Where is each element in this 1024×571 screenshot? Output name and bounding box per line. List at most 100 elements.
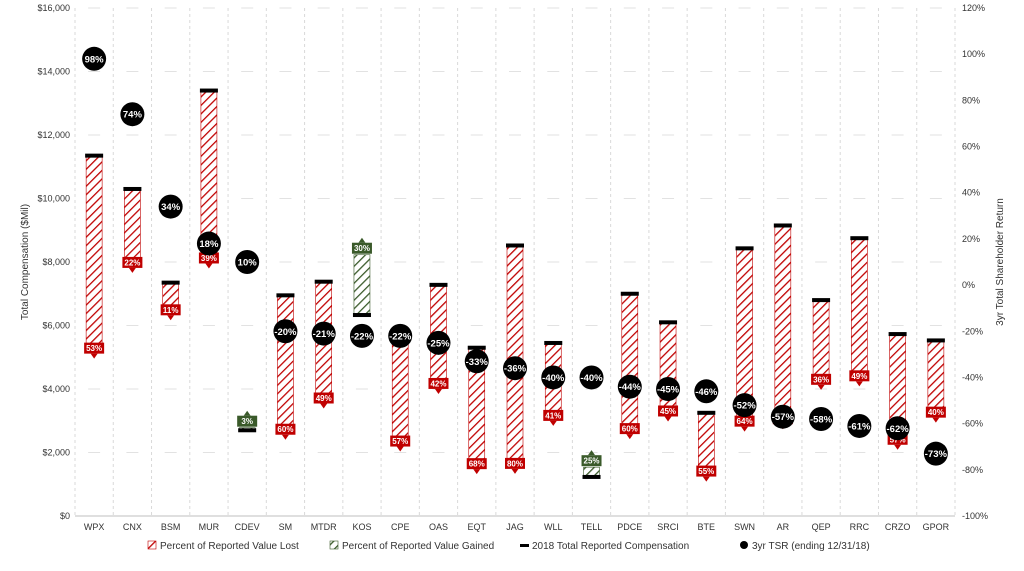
tsr-label: -36% <box>504 364 527 375</box>
x-tick-label: RRC <box>850 522 870 532</box>
down-arrow-icon <box>434 388 442 394</box>
legend: Percent of Reported Value Lost Percent of… <box>147 540 870 552</box>
gridlines <box>74 7 956 517</box>
value-lost-label-box <box>275 423 296 435</box>
down-arrow-icon <box>396 446 404 452</box>
value-lost-bar <box>506 245 524 463</box>
x-tick-label: WLL <box>544 522 563 532</box>
value-lost-label: 41% <box>545 411 561 420</box>
value-gained-bar <box>353 254 371 316</box>
tsr-label: -20% <box>274 327 297 338</box>
value-lost-label: 57% <box>392 437 408 446</box>
value-gained-label: 25% <box>584 457 600 466</box>
value-lost-bar <box>698 412 715 470</box>
x-tick-label: JAG <box>506 522 524 532</box>
tsr-marker <box>694 379 719 404</box>
tsr-marker <box>579 365 604 390</box>
value-lost-label: 53% <box>86 344 102 353</box>
y-axis-title: Total Compensation ($Mil) <box>20 204 31 320</box>
tsr-marker <box>311 321 336 346</box>
value-gained-label: 30% <box>354 244 370 253</box>
reported-comp-marker <box>544 340 563 345</box>
y-tick-label: $10,000 <box>37 194 70 204</box>
reported-comp-marker <box>238 428 257 433</box>
tsr-marker <box>235 250 260 274</box>
down-arrow-icon <box>167 315 175 321</box>
axes: $0 $2,000 $4,000 $6,000 $8,000 $10,000 $12,000… <box>20 3 1006 532</box>
x-tick-label: EQT <box>467 522 486 532</box>
reported-comp-marker <box>812 298 831 303</box>
value-lost-bar <box>124 188 141 262</box>
value-lost-label-box <box>925 406 946 418</box>
reported-comp-marker <box>582 474 601 479</box>
value-lost-label: 11% <box>163 306 179 315</box>
down-arrow-icon <box>90 353 98 359</box>
reported-comp-marker <box>276 293 295 298</box>
value-lost-bar <box>774 225 792 418</box>
y2-tick-label: 80% <box>962 95 980 105</box>
value-lost-label-box <box>160 304 181 316</box>
tsr-label: -61% <box>848 421 871 432</box>
legend-label-reported: 2018 Total Reported Compensation <box>532 541 689 552</box>
tsr-marker <box>158 194 183 219</box>
down-arrow-icon <box>320 403 328 409</box>
down-arrow-icon <box>626 434 634 440</box>
y-tick-label: $14,000 <box>37 67 70 77</box>
tsr-marker <box>426 330 451 355</box>
tsr-marker <box>349 323 374 348</box>
down-arrow-icon <box>281 434 289 440</box>
down-arrow-icon <box>664 416 672 422</box>
tsr-label: 10% <box>238 258 258 269</box>
value-lost-label-box <box>849 370 870 382</box>
y-tick-label: $8,000 <box>42 257 70 267</box>
down-arrow-icon <box>549 420 557 426</box>
down-arrow-icon <box>128 267 136 273</box>
value-lost-label: 68% <box>469 460 485 469</box>
x-tick-label: AR <box>777 522 790 532</box>
value-lost-label-box <box>543 409 564 421</box>
value-lost-label-box <box>122 256 143 268</box>
reported-comp-marker <box>773 223 792 228</box>
tsr-label: -73% <box>925 449 948 460</box>
reported-comp-marker <box>735 246 754 251</box>
y-tick-label: $12,000 <box>37 130 70 140</box>
x-tick-label: CNX <box>123 522 142 532</box>
y2-tick-label: 120% <box>962 3 985 13</box>
reported-comp-marker <box>659 320 678 325</box>
x-tick-label: OAS <box>429 522 448 532</box>
x-tick-label: MTDR <box>311 522 337 532</box>
value-lost-label: 80% <box>507 459 523 468</box>
x-tick-label: SRCI <box>657 522 679 532</box>
tsr-marker <box>541 365 566 390</box>
y-tick-label: $16,000 <box>37 3 70 13</box>
value-lost-label-box <box>734 415 755 427</box>
y-tick-label: $0 <box>60 511 70 521</box>
value-gained-label: 3% <box>241 417 253 426</box>
tsr-label: -44% <box>619 382 642 393</box>
value-gained-label-box <box>581 455 602 467</box>
tsr-label: -62% <box>887 424 910 435</box>
y2-tick-label: 60% <box>962 142 980 152</box>
y-tick-label: $4,000 <box>42 384 70 394</box>
x-tick-label: KOS <box>352 522 371 532</box>
value-lost-label: 49% <box>316 394 332 403</box>
value-lost-label: 49% <box>851 372 867 381</box>
tsr-marker <box>388 323 413 348</box>
y-tick-label: $6,000 <box>42 321 70 331</box>
tsr-marker <box>885 416 910 441</box>
tsr-label: 74% <box>123 110 143 121</box>
tsr-label: -33% <box>466 357 489 368</box>
value-gained-label-box <box>237 415 258 427</box>
value-lost-label-box <box>505 457 525 469</box>
reported-comp-marker <box>926 338 945 343</box>
y2-tick-label: 40% <box>962 188 980 198</box>
value-lost-label-box <box>696 465 717 477</box>
x-tick-label: CPE <box>391 522 410 532</box>
value-lost-bar <box>621 293 639 428</box>
tsr-marker <box>732 393 757 418</box>
reported-comp-marker <box>199 88 218 93</box>
reported-comp-marker <box>620 291 639 296</box>
x-tick-label: CRZO <box>885 522 911 532</box>
x-tick-label: PDCE <box>617 522 642 532</box>
